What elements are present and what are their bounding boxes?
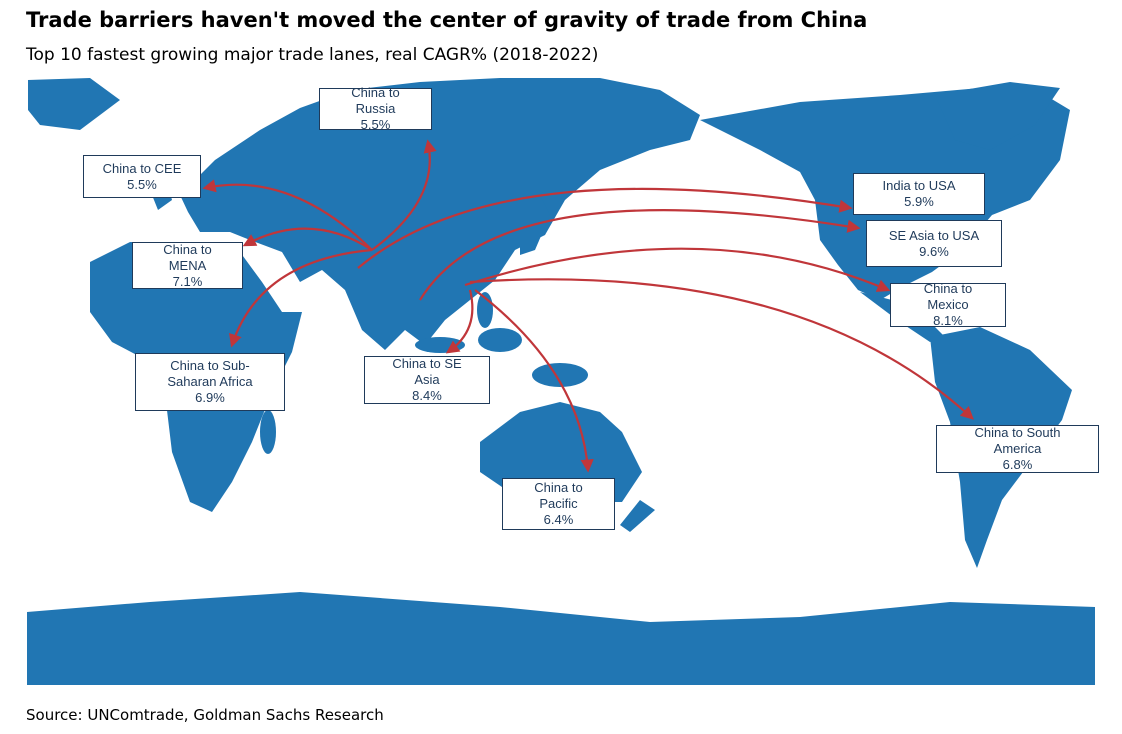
lane-label: China to Mexico 8.1% (890, 281, 1006, 328)
lane-label: China to Sub-Saharan Africa (167, 358, 253, 389)
lane-label: China to SE Asia 8.4% (364, 356, 490, 404)
lane-label: China to MENA (163, 241, 212, 273)
lane-label: India to USA (882, 178, 956, 193)
trade-arrows (202, 139, 974, 473)
lane-label: China to Pacific (534, 480, 583, 511)
lane-label: China to South America (974, 425, 1061, 456)
lane-label: SE Asia to USA 9.6% (866, 220, 1002, 267)
title: Trade barriers haven't moved the center … (26, 8, 868, 32)
subtitle: Top 10 fastest growing major trade lanes… (26, 45, 599, 65)
lane-value: 5.9% (904, 194, 934, 209)
lane-value: 7.1% (172, 273, 203, 289)
lane-label: China to SE Asia (392, 356, 462, 387)
lane-label: India to USA 5.9% (853, 173, 985, 215)
lane-label: China to CEE (102, 160, 182, 176)
lane-label: China to Mexico (923, 281, 973, 312)
lane-value: 5.5% (127, 176, 157, 192)
lane-label: China to Russia (351, 85, 400, 116)
lane-label: China to Pacific 6.4% (502, 478, 615, 530)
lane-value: 6.9% (195, 390, 225, 405)
lane-value: 8.1% (933, 313, 963, 328)
lane-label: China to Russia 5.5% (319, 85, 432, 132)
lane-label: China to MENA 7.1% (132, 242, 243, 289)
lane-value: 6.4% (543, 512, 574, 527)
lane-value: 9.6% (919, 243, 949, 259)
lane-label: China to Sub-Saharan Africa 6.9% (135, 353, 285, 411)
lane-label: China to South America 6.8% (936, 425, 1099, 473)
lane-label: China to CEE 5.5% (83, 155, 201, 198)
lane-value: 8.4% (412, 388, 442, 403)
source: Source: UNComtrade, Goldman Sachs Resear… (26, 706, 384, 724)
lane-value: 5.5% (360, 117, 391, 132)
lane-label: SE Asia to USA (888, 227, 980, 243)
lane-value: 6.8% (1002, 457, 1033, 472)
